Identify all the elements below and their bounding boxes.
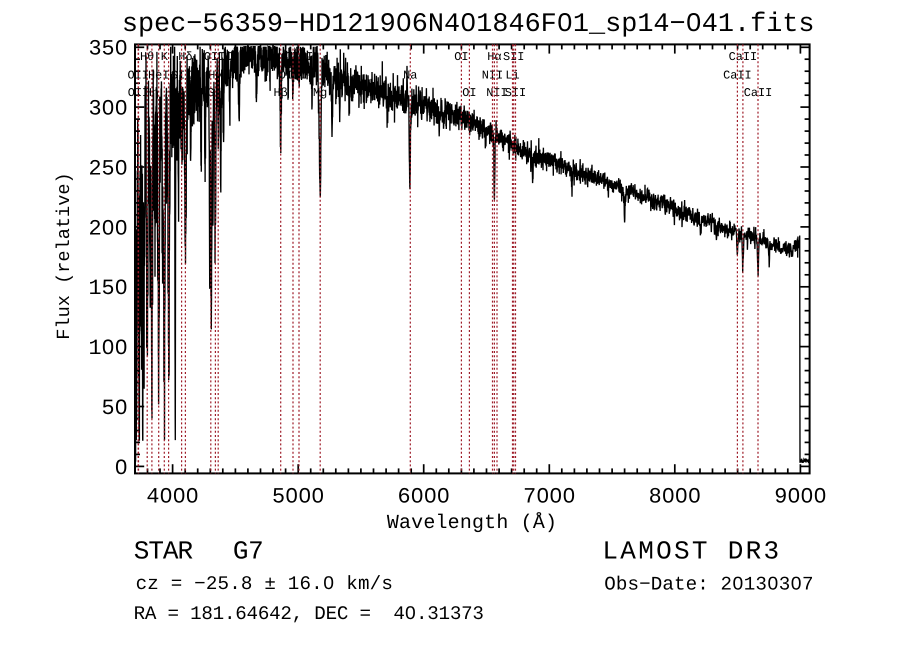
svg-text:Mg: Mg <box>313 86 327 100</box>
svg-text:NII: NII <box>486 86 507 100</box>
svg-text:H: H <box>165 86 172 100</box>
svg-text:6000: 6000 <box>398 484 450 509</box>
svg-text:G7: G7 <box>233 536 263 566</box>
svg-text:SII: SII <box>505 86 526 100</box>
svg-text:Hη: Hη <box>145 86 159 100</box>
svg-text:Obs−Date: 20130307: Obs−Date: 20130307 <box>604 574 813 596</box>
svg-text:STAR: STAR <box>134 536 193 566</box>
svg-text:Wavelength (Å): Wavelength (Å) <box>387 511 557 534</box>
svg-text:OI: OI <box>462 86 476 100</box>
svg-text:8000: 8000 <box>649 484 701 509</box>
svg-text:5000: 5000 <box>272 484 324 509</box>
svg-text:4000: 4000 <box>146 484 198 509</box>
svg-text:G: G <box>207 86 214 100</box>
svg-text:50: 50 <box>102 396 128 421</box>
svg-text:RA = 181.64642, DEC = 40.3137: RA = 181.64642, DEC = 40.31373 <box>134 603 484 625</box>
svg-text:Hβ: Hβ <box>274 86 288 100</box>
svg-text:OII: OII <box>128 86 149 100</box>
svg-text:LAMOST DR3: LAMOST DR3 <box>602 536 781 566</box>
svg-text:cz = −25.8 ± 16.0 km/s: cz = −25.8 ± 16.0 km/s <box>136 573 394 595</box>
svg-text:Flux (relative): Flux (relative) <box>54 172 75 339</box>
svg-text:CaII: CaII <box>744 86 773 100</box>
svg-text:7000: 7000 <box>523 484 575 509</box>
svg-text:9000: 9000 <box>774 484 826 509</box>
